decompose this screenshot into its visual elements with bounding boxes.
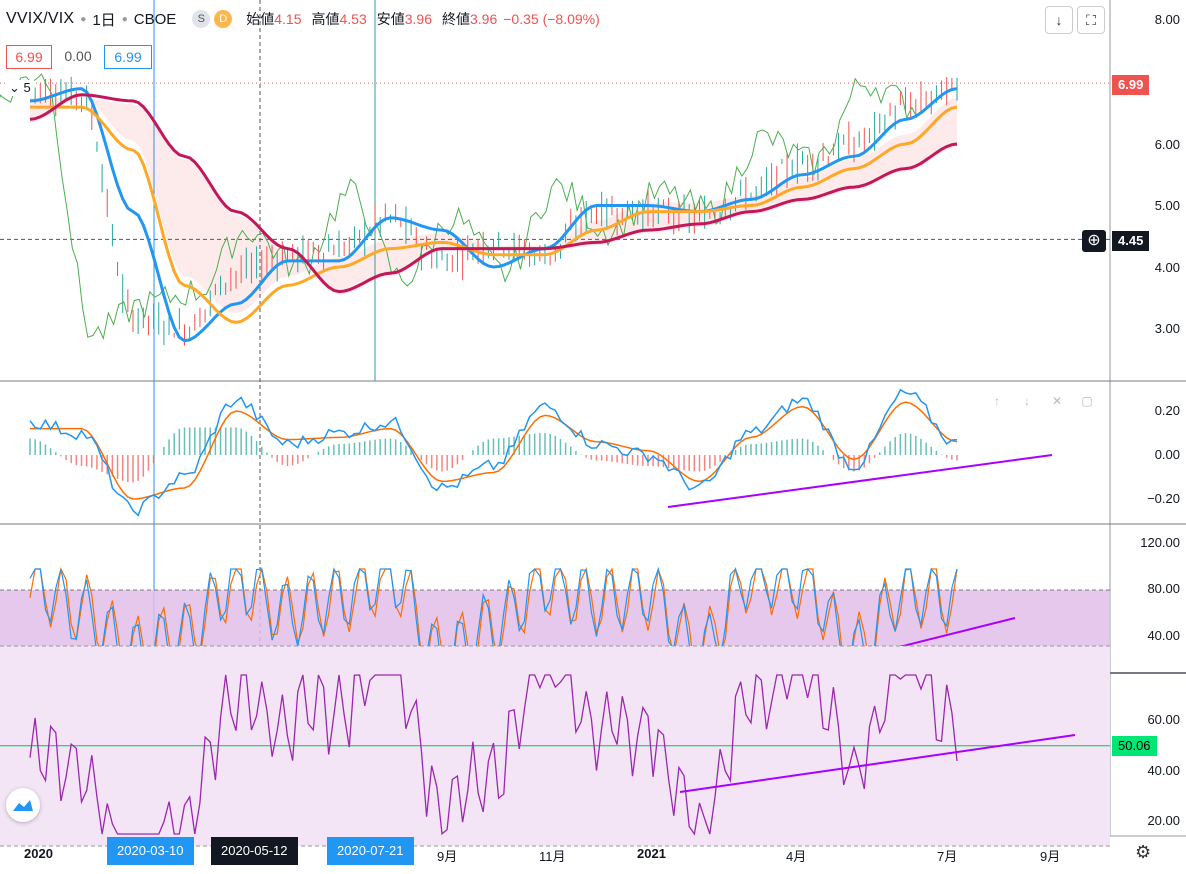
fullscreen-button[interactable]: ⛶ [1077,6,1105,34]
macd-tick: −0.20 [1147,491,1180,506]
rsi-current-tag: 50.06 [1112,736,1157,756]
pane-down-button[interactable]: ↓ [1016,394,1038,412]
time-label: 2021 [637,846,666,861]
time-highlight: 2020-05-12 [211,837,298,865]
price-tick: 3.00 [1154,321,1180,336]
scroll-down-button[interactable]: ↓ [1045,6,1073,34]
separator-dot-icon: ● [121,13,128,25]
high-value: 4.53 [339,11,367,27]
stoch-tick: 40.00 [1147,628,1180,643]
separator-dot-icon: ● [80,13,87,25]
tradingview-logo-icon [13,800,33,811]
sma-fast-line [29,87,958,343]
exchange-label: CBOE [133,10,177,28]
low-value: 3.96 [404,11,432,27]
time-label: 4月 [786,849,807,864]
stoch-d-line [29,566,958,673]
sma-mid-line [30,105,958,324]
arrow-down-icon: ↓ [1024,394,1030,408]
ichimoku-cloud [30,97,957,314]
price-tick: 4.00 [1154,260,1180,275]
interval-label[interactable]: 1日 [92,11,116,29]
arrow-down-icon: ↓ [1055,12,1063,28]
last-price-tag: 6.99 [1112,75,1150,95]
indicator-value-c: 6.99 [104,45,152,69]
macd-trendline [667,454,1053,508]
open-value: 4.15 [274,11,302,27]
close-label: 終値 [442,11,470,27]
time-label: 9月 [1040,849,1061,864]
rsi-tick: 40.00 [1147,763,1180,778]
time-label: 2020 [24,846,53,861]
settings-gear-icon[interactable]: ⚙ [1135,842,1152,862]
rsi-trendline [679,734,1076,793]
price-tick: 6.00 [1154,137,1180,152]
macd-tick: 0.00 [1154,447,1180,462]
lagging-span-line [0,73,918,341]
ichimoku-length-value: 5 [23,80,31,95]
time-highlight: 2020-03-10 [107,837,194,865]
stoch-tick: 80.00 [1147,581,1180,596]
stoch-tick: 120.00 [1140,535,1180,550]
macd-tick: 0.20 [1154,403,1180,418]
fullscreen-icon: ⛶ [1086,11,1096,28]
crosshair-plus-icon[interactable]: ⊕ [1082,230,1106,252]
arrow-up-icon: ↑ [994,394,1000,408]
low-label: 安値 [376,11,405,27]
rsi-tick: 20.00 [1147,813,1180,828]
change-value: −0.35 (−8.09%) [503,11,600,27]
rsi-line [29,673,958,836]
close-value: 3.96 [470,11,498,27]
close-icon: ✕ [1051,394,1063,408]
collapse-chevron-icon: ⌄ [9,80,24,95]
indicator-value-b: 0.00 [58,45,98,67]
dividend-badge[interactable]: D [214,10,233,28]
pane-up-button[interactable]: ↑ [986,394,1008,412]
time-label: 11月 [539,849,566,864]
high-label: 高値 [311,11,340,27]
macd-line [29,388,958,517]
ichimoku-length[interactable]: ⌄ 5 [6,80,34,96]
time-label: 7月 [937,849,958,864]
open-label: 始値 [246,11,275,27]
price-tick: 5.00 [1154,198,1180,213]
indicator-value-a: 6.99 [6,45,52,69]
rsi-tick: 60.00 [1147,712,1180,727]
symbol-name[interactable]: VVIX/VIX [6,10,75,27]
tradingview-logo[interactable] [6,788,40,822]
maximize-icon: ▢ [1081,394,1093,408]
split-badge[interactable]: S [192,10,211,28]
time-highlight: 2020-07-21 [327,837,414,865]
pane-close-button[interactable]: ✕ [1046,394,1068,412]
sma-slow-line [29,93,958,294]
price-tick: 8.00 [1154,12,1180,27]
macd-signal-line [30,401,958,500]
pane-maximize-button[interactable]: ▢ [1076,394,1098,412]
time-label: 9月 [437,849,458,864]
legend-header: VVIX/VIX ● 1日 ● CBOE S D 始値 4.15 高値 4.53 安… [6,6,600,32]
crosshair-price-tag: 4.45 [1112,231,1150,251]
